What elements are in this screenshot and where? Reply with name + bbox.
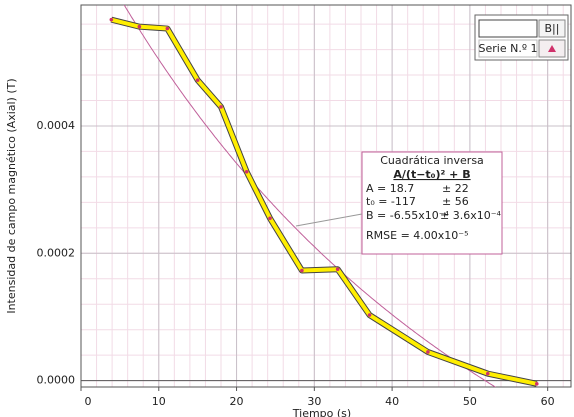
legend-series-box	[478, 39, 538, 58]
fit-param: B = -6.55x10⁻⁴	[366, 209, 450, 222]
data-point	[244, 170, 249, 174]
marks	[109, 5, 539, 387]
x-tick-label: 20	[230, 395, 244, 408]
data-point	[300, 268, 304, 273]
data-point	[195, 78, 200, 82]
x-tick-label: 10	[152, 395, 166, 408]
fit-title: Cuadrática inversa	[380, 154, 484, 167]
data-point	[335, 267, 340, 272]
fit-error: ± 22	[442, 182, 469, 195]
fit-error: ± 56	[442, 195, 469, 208]
x-tick-label: 40	[385, 395, 399, 408]
x-axis-label: Tiempo (s)	[292, 407, 351, 417]
y-tick-label: 0.0000	[37, 374, 76, 387]
x-tick-label: 60	[541, 395, 555, 408]
x-tick-label: 0	[85, 395, 92, 408]
data-point	[534, 382, 539, 386]
fit-equation: A/(t−t₀)² + B	[393, 168, 470, 181]
y-axis-label: Intensidad de campo magnético (Axial) (T…	[5, 78, 18, 313]
x-tick-label: 30	[307, 395, 321, 408]
y-tick-label: 0.0002	[37, 246, 76, 259]
legend-marker	[548, 45, 556, 52]
data-point	[485, 371, 490, 376]
data-point	[219, 105, 223, 109]
legend-series-name: Serie N.º 1	[479, 42, 538, 55]
data-point	[268, 216, 272, 221]
fit-param: t₀ = -117	[366, 195, 416, 208]
legend-button[interactable]	[538, 19, 566, 38]
legend-input[interactable]	[478, 19, 538, 38]
annotation-box	[361, 151, 503, 255]
fit-error: ± 3.6x10⁻⁴	[440, 209, 502, 222]
annotation-pointer	[295, 213, 363, 227]
legend: B|| Serie N.º 1	[474, 14, 569, 61]
y-tick-label: 0.0004	[37, 119, 76, 132]
fit-curve	[123, 5, 497, 387]
data-point	[165, 26, 170, 31]
fit-rmse: RMSE = 4.00x10⁻⁵	[366, 229, 469, 242]
legend-button-label: B||	[545, 22, 560, 35]
data-point	[367, 313, 372, 317]
data-point	[137, 24, 142, 29]
data-point	[426, 350, 430, 354]
fit-param: A = 18.7	[366, 182, 414, 195]
fit-annotation: Cuadrática inversa A/(t−t₀)² + B A = 18.…	[295, 151, 503, 255]
x-tick-label: 50	[463, 395, 477, 408]
data-point	[109, 17, 114, 22]
plot-frame	[80, 4, 572, 388]
